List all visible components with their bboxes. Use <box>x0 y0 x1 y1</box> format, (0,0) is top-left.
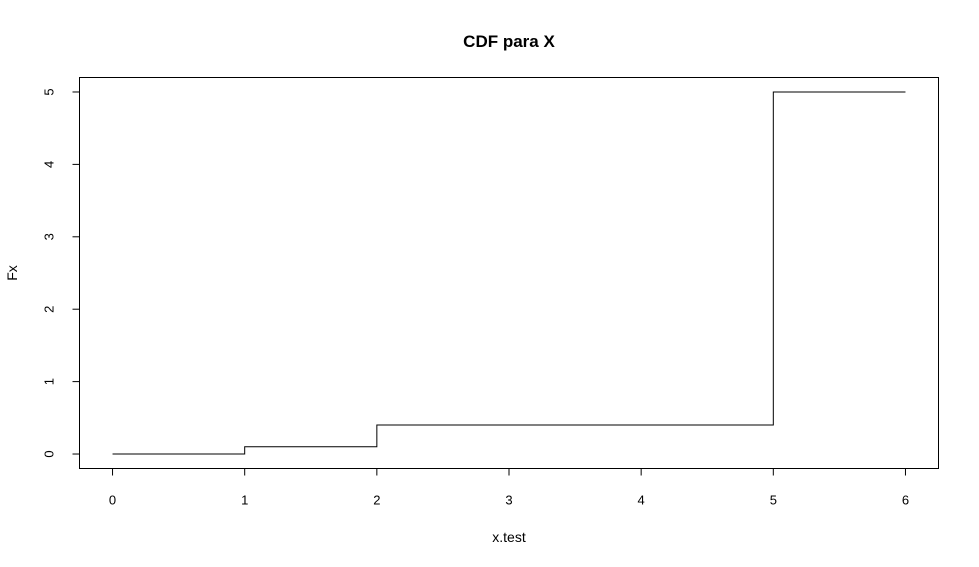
x-tick-label: 3 <box>505 493 512 508</box>
x-axis-label: x.test <box>492 529 526 545</box>
y-tick-label: 5 <box>42 88 57 95</box>
y-tick-label: 3 <box>42 233 57 240</box>
x-tick-label: 2 <box>373 493 380 508</box>
y-axis: 0 1 2 3 4 5 <box>42 88 80 458</box>
x-axis: 0 1 2 3 4 5 6 <box>109 468 909 508</box>
x-tick-label: 6 <box>902 493 909 508</box>
x-tick-label: 0 <box>109 493 116 508</box>
cdf-step-line <box>112 91 906 455</box>
x-tick-label: 5 <box>770 493 777 508</box>
x-tick-label: 1 <box>241 493 248 508</box>
plot-frame <box>79 77 939 469</box>
y-tick-label: 0 <box>42 450 57 457</box>
chart-title: CDF para X <box>463 32 555 51</box>
y-axis-label: Fx <box>4 265 20 281</box>
y-tick-label: 1 <box>42 378 57 385</box>
x-tick-label: 4 <box>638 493 645 508</box>
y-tick-label: 4 <box>42 161 57 168</box>
y-tick-label: 2 <box>42 306 57 313</box>
